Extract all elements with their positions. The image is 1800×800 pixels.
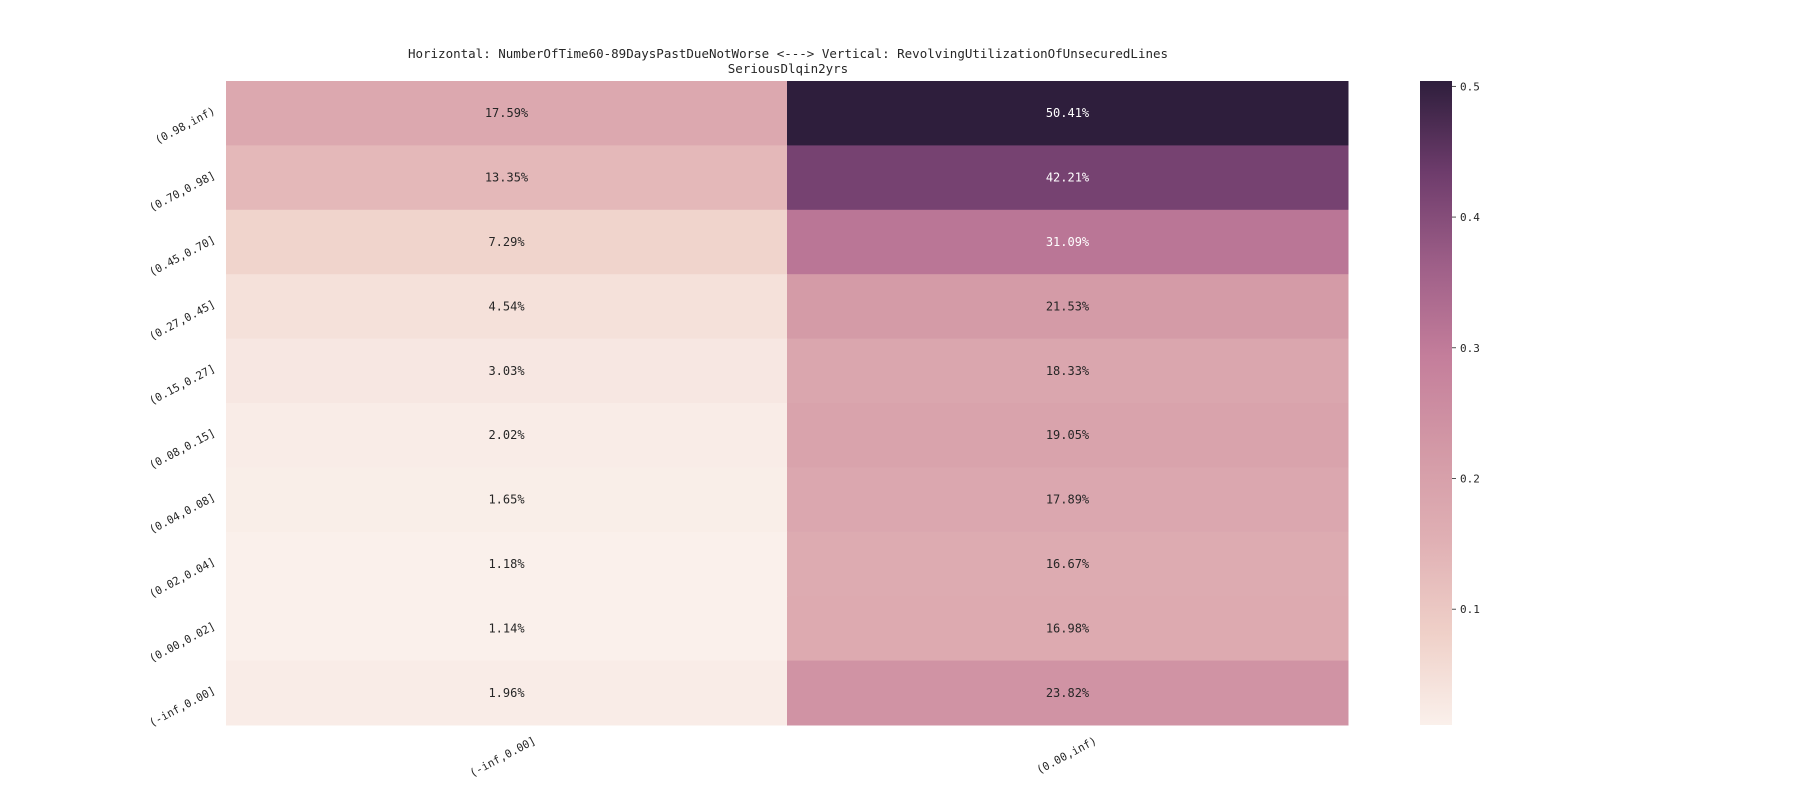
cell-value-label: 17.59% xyxy=(485,106,529,120)
cell-value-label: 23.82% xyxy=(1046,686,1090,700)
colorbar-tick-label: 0.5 xyxy=(1460,80,1480,93)
heatmap-cell xyxy=(226,274,788,340)
colorbar-tick-label: 0.2 xyxy=(1460,472,1480,485)
cell-value-label: 4.54% xyxy=(488,299,525,313)
y-tick-label: (0.45,0.70] xyxy=(147,233,217,279)
y-tick-label: (0.08,0.15] xyxy=(147,426,217,472)
cell-value-label: 13.35% xyxy=(485,171,529,185)
heatmap-cell xyxy=(226,209,788,275)
cell-value-label: 18.33% xyxy=(1046,364,1090,378)
y-tick-label: (0.00,0.02] xyxy=(147,620,217,666)
cell-value-label: 2.02% xyxy=(488,428,525,442)
cell-value-label: 1.14% xyxy=(488,621,525,635)
y-tick-label: (0.70,0.98] xyxy=(147,169,217,215)
y-tick-label: (0.04,0.08] xyxy=(147,491,217,537)
cell-value-label: 1.18% xyxy=(488,557,525,571)
cell-value-label: 3.03% xyxy=(488,364,525,378)
x-tick-label: (-inf,0.00] xyxy=(467,734,537,780)
cell-value-label: 21.53% xyxy=(1046,299,1090,313)
heatmap-cell xyxy=(787,81,1349,146)
y-axis-tick-labels: (0.98,inf) (0.70,0.98] (0.45,0.70] (0.27,0.… xyxy=(147,104,217,729)
colorbar-ticks: 0.1 0.2 0.3 0.4 0.5 xyxy=(1452,80,1480,616)
heatmap-cell xyxy=(787,531,1349,597)
heatmap-cell xyxy=(787,403,1349,468)
cell-value-label: 1.65% xyxy=(488,493,525,507)
cell-value-label: 17.89% xyxy=(1046,493,1090,507)
chart-title: Horizontal: NumberOfTime60-89DaysPastDue… xyxy=(408,46,1168,61)
y-tick-label: (0.02,0.04] xyxy=(147,555,217,601)
cell-value-label: 19.05% xyxy=(1046,428,1090,442)
heatmap-cell xyxy=(226,338,788,404)
colorbar-tick-label: 0.4 xyxy=(1460,211,1480,224)
heatmap-cells: 17.59% 50.41% 13.35% 42.21% 7.29% 31.09% 4.54%… xyxy=(226,81,1349,726)
y-tick-label: (0.27,0.45] xyxy=(147,298,217,344)
colorbar-tick-label: 0.3 xyxy=(1460,342,1480,355)
y-tick-label: (0.98,inf) xyxy=(153,104,218,147)
heatmap-cell xyxy=(226,145,788,211)
heatmap-cell xyxy=(226,596,788,662)
heatmap-cell xyxy=(787,338,1349,404)
x-axis-tick-labels: (-inf,0.00] (0.00,inf) xyxy=(467,734,1098,780)
heatmap-cell xyxy=(787,596,1349,662)
chart-subtitle: SeriousDlqin2yrs xyxy=(728,61,848,76)
heatmap-cell xyxy=(787,209,1349,275)
cell-value-label: 50.41% xyxy=(1046,106,1090,120)
x-tick-label: (0.00,inf) xyxy=(1034,734,1099,777)
cell-value-label: 42.21% xyxy=(1046,171,1090,185)
heatmap-cell xyxy=(787,660,1349,726)
heatmap-cell xyxy=(787,145,1349,211)
heatmap-cell xyxy=(787,274,1349,340)
cell-value-label: 31.09% xyxy=(1046,235,1090,249)
cell-value-label: 1.96% xyxy=(488,686,525,700)
y-tick-label: (-inf,0.00] xyxy=(147,684,217,730)
cell-value-label: 16.98% xyxy=(1046,621,1090,635)
heatmap-cell xyxy=(226,467,788,533)
heatmap-cell xyxy=(226,531,788,597)
y-tick-label: (0.15,0.27] xyxy=(147,362,217,408)
heatmap-cell xyxy=(226,403,788,468)
heatmap-cell xyxy=(226,81,788,146)
cell-value-label: 7.29% xyxy=(488,235,525,249)
colorbar-tick-label: 0.1 xyxy=(1460,603,1480,616)
heatmap-cell xyxy=(226,660,788,726)
heatmap-cell xyxy=(787,467,1349,533)
cell-value-label: 16.67% xyxy=(1046,557,1090,571)
colorbar xyxy=(1420,81,1452,725)
